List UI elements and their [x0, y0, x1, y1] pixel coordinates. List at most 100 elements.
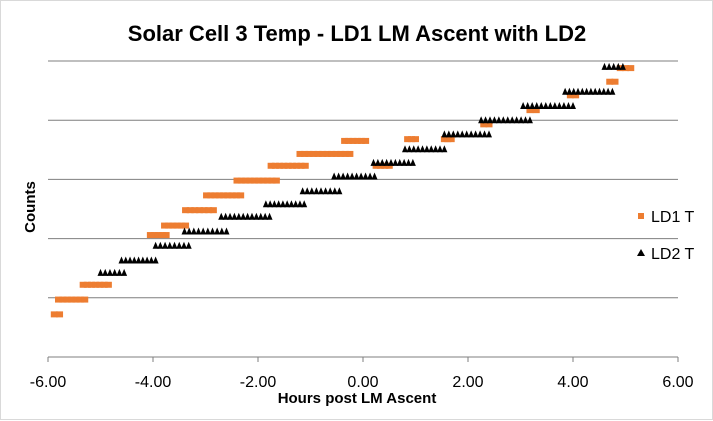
data-point-ld2	[322, 187, 329, 195]
legend-label: LD1 T	[651, 209, 695, 226]
data-point-ld2	[587, 87, 594, 95]
data-point-ld1	[150, 232, 158, 239]
data-point-ld1	[88, 281, 96, 288]
data-point-ld2	[529, 101, 536, 109]
data-point-ld2	[450, 130, 457, 138]
data-point-ld2	[513, 116, 520, 124]
data-point-ld1	[447, 136, 455, 143]
data-point-ld2	[556, 101, 563, 109]
data-point-ld1	[296, 150, 304, 157]
data-point-ld2	[487, 116, 494, 124]
data-point-ld2	[353, 172, 360, 180]
data-point-ld2	[441, 130, 448, 138]
data-point-ld2	[610, 62, 617, 70]
data-point-ld2	[240, 212, 247, 220]
data-point-ld2	[266, 212, 273, 220]
data-point-ld1	[56, 311, 64, 318]
data-point-ld1	[412, 136, 419, 143]
data-point-ld2	[383, 158, 390, 166]
data-point-ld2	[171, 241, 178, 249]
data-point-ld2	[495, 116, 502, 124]
data-point-ld2	[204, 227, 211, 235]
data-point-ld1	[203, 192, 211, 199]
x-tick-label: 6.00	[662, 374, 693, 391]
data-point-ld1	[346, 150, 354, 157]
data-point-ld1	[328, 150, 336, 157]
data-point-ld1	[271, 162, 279, 169]
data-point-ld2	[371, 172, 378, 180]
data-point-ld2	[349, 172, 356, 180]
data-point-ld2	[441, 145, 448, 153]
data-point-ld2	[231, 212, 238, 220]
data-point-ld1	[566, 92, 574, 99]
data-point-ld2	[308, 187, 315, 195]
data-point-ld2	[218, 212, 225, 220]
data-point-ld2	[340, 172, 347, 180]
data-point-ld1	[233, 177, 241, 184]
data-point-ld1	[158, 232, 166, 239]
data-point-ld1	[264, 177, 272, 184]
x-tick-label: -6.00	[30, 374, 67, 391]
data-point-ld1	[319, 150, 327, 157]
data-point-ld2	[547, 101, 554, 109]
data-point-ld2	[524, 101, 531, 109]
data-point-ld2	[299, 187, 306, 195]
data-point-ld2	[575, 87, 582, 95]
data-point-ld1	[76, 296, 84, 303]
data-point-ld1	[169, 222, 177, 229]
data-point-ld2	[362, 172, 369, 180]
legend-label: LD2 T	[651, 246, 695, 263]
data-point-ld1	[165, 222, 173, 229]
data-point-ld2	[370, 158, 377, 166]
data-point-ld2	[566, 87, 573, 95]
data-point-ld2	[592, 87, 599, 95]
data-point-ld1	[362, 137, 370, 144]
data-point-ld2	[116, 268, 123, 276]
data-point-ld1	[622, 65, 629, 72]
data-point-ld2	[111, 268, 118, 276]
data-point-ld2	[520, 101, 527, 109]
data-point-ld2	[482, 116, 489, 124]
data-point-ld2	[106, 268, 113, 276]
data-point-ld1	[349, 137, 357, 144]
data-point-ld1	[63, 296, 71, 303]
data-point-ld1	[301, 162, 309, 169]
data-point-ld2	[459, 130, 466, 138]
data-point-ld1	[96, 281, 104, 288]
data-point-ld1	[182, 222, 190, 229]
data-point-ld2	[218, 227, 225, 235]
data-point-ld1	[211, 192, 219, 199]
data-point-ld2	[304, 187, 311, 195]
data-point-ld2	[176, 241, 183, 249]
data-point-ld1	[345, 137, 353, 144]
data-point-ld2	[152, 256, 159, 264]
data-point-ld2	[235, 212, 242, 220]
data-point-ld1	[224, 192, 232, 199]
data-point-ld2	[468, 130, 475, 138]
data-point-ld2	[388, 158, 394, 166]
data-point-ld1	[191, 207, 199, 214]
data-point-ld1	[162, 232, 170, 239]
data-point-ld1	[182, 207, 190, 214]
x-tick-label: -4.00	[135, 374, 172, 391]
data-point-ld2	[214, 227, 221, 235]
legend: LD1 T LD2 T	[637, 209, 695, 263]
data-point-ld2	[538, 101, 545, 109]
data-point-ld2	[486, 130, 492, 138]
data-point-ld1	[301, 150, 309, 157]
data-point-ld1	[259, 177, 267, 184]
data-point-ld2	[180, 241, 187, 249]
data-point-ld1	[288, 162, 296, 169]
data-point-ld2	[292, 200, 299, 208]
data-point-ld2	[200, 227, 207, 235]
data-point-ld2	[139, 256, 146, 264]
data-point-ld1	[268, 177, 276, 184]
data-point-ld2	[209, 227, 216, 235]
data-point-ld1	[572, 92, 580, 99]
data-point-ld2	[131, 256, 138, 264]
data-point-ld1	[532, 107, 540, 114]
data-point-ld2	[222, 212, 229, 220]
data-point-ld2	[542, 101, 549, 109]
data-point-ld2	[186, 227, 193, 235]
data-point-ld1	[200, 207, 208, 214]
